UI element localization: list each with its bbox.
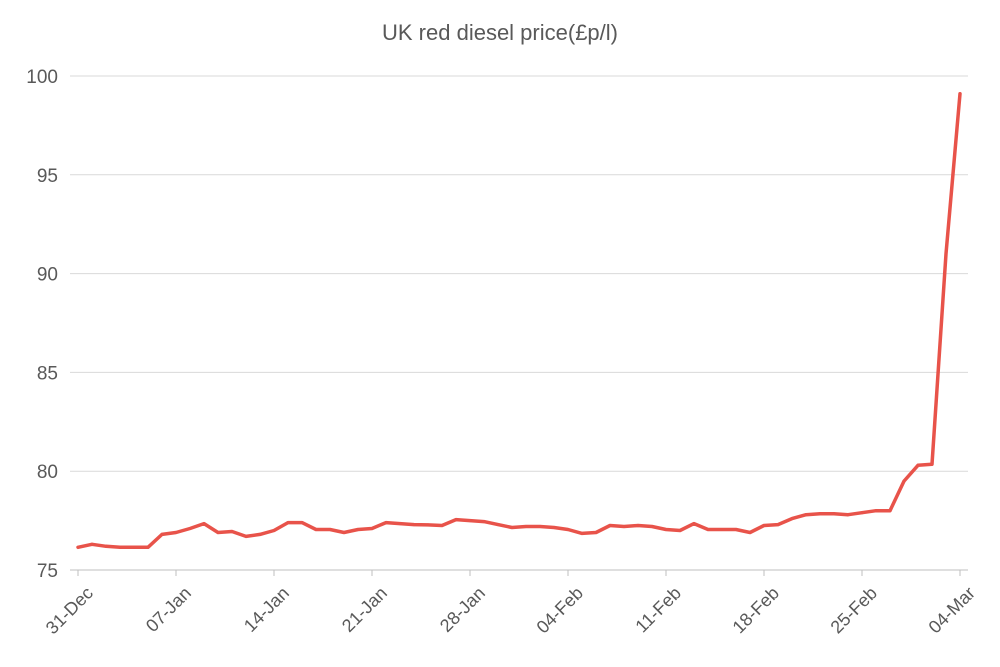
data-point <box>90 542 94 546</box>
data-point <box>216 531 220 534</box>
data-point <box>356 528 360 531</box>
data-point <box>272 529 276 532</box>
x-tick-label: 07-Jan <box>142 583 195 636</box>
data-point <box>146 545 150 549</box>
data-point <box>650 525 654 528</box>
y-tick-label: 85 <box>37 363 58 384</box>
data-point <box>790 517 794 521</box>
data-point <box>664 528 668 531</box>
x-tick-label: 04-Feb <box>533 583 587 637</box>
data-point <box>230 530 234 533</box>
x-tick-label: 18-Feb <box>729 583 783 637</box>
data-point <box>888 509 892 513</box>
x-tick-label: 25-Feb <box>827 583 881 637</box>
data-point <box>118 545 122 549</box>
chart-title: UK red diesel price(£p/l) <box>382 20 618 45</box>
data-point <box>132 545 136 549</box>
series-line <box>76 92 962 550</box>
data-point <box>174 531 178 534</box>
data-point <box>412 523 416 527</box>
data-point <box>748 531 752 534</box>
data-point <box>76 545 80 549</box>
data-point <box>468 519 472 523</box>
x-tick-label: 04-Mar <box>925 583 979 637</box>
data-point <box>440 524 444 527</box>
x-tick-label: 14-Jan <box>240 583 293 636</box>
data-point <box>496 523 500 527</box>
x-axis: 31-Dec 07-Jan 14-Jan 21-Jan 28-Jan 04-Feb 11-F… <box>42 569 979 638</box>
data-point <box>286 521 290 525</box>
data-point <box>874 509 878 513</box>
data-point <box>804 513 808 517</box>
data-point <box>314 528 318 531</box>
data-point <box>510 526 514 529</box>
data-point <box>846 513 850 517</box>
data-point <box>930 462 934 466</box>
y-tick-label: 80 <box>37 462 58 483</box>
data-point <box>818 512 822 516</box>
data-point <box>160 532 164 536</box>
data-point <box>244 534 248 538</box>
data-point <box>916 463 920 467</box>
data-point <box>398 522 402 526</box>
data-point <box>762 524 766 527</box>
data-point <box>552 526 556 529</box>
data-point <box>188 527 192 530</box>
data-point <box>720 528 724 531</box>
data-point <box>734 528 738 531</box>
x-tick-label: 11-Feb <box>631 583 685 637</box>
gridlines <box>70 75 968 472</box>
data-point <box>300 521 304 525</box>
x-tick-label: 31-Dec <box>42 583 97 638</box>
data-point <box>860 511 864 515</box>
data-point <box>384 521 388 525</box>
series-layer <box>76 92 962 550</box>
data-point <box>832 512 836 516</box>
data-point <box>426 523 430 527</box>
data-point <box>692 522 696 526</box>
data-point <box>622 525 626 528</box>
data-point <box>580 531 584 535</box>
data-point <box>944 252 948 256</box>
data-point <box>776 523 780 527</box>
x-tick-label: 21-Jan <box>338 583 391 636</box>
y-tick-label: 90 <box>37 265 58 286</box>
data-point <box>608 524 612 527</box>
data-point <box>370 527 374 530</box>
data-point <box>594 531 598 534</box>
data-point <box>902 479 906 483</box>
data-point <box>342 531 346 534</box>
data-point <box>482 520 486 524</box>
y-axis-ticks: 75 80 85 90 95 100 <box>26 67 58 582</box>
y-tick-label: 75 <box>37 561 58 582</box>
data-point <box>636 524 640 527</box>
data-point <box>566 528 570 531</box>
data-point <box>958 92 962 96</box>
x-tick-label: 28-Jan <box>436 583 489 636</box>
data-point <box>258 532 262 536</box>
y-tick-label: 95 <box>37 166 58 187</box>
data-point <box>706 528 710 531</box>
y-tick-label: 100 <box>26 67 58 88</box>
data-point <box>678 529 682 532</box>
data-point <box>454 518 458 522</box>
data-point <box>524 525 528 528</box>
data-point <box>202 522 206 526</box>
data-point <box>104 544 108 548</box>
data-point <box>538 525 542 528</box>
data-point <box>328 528 332 531</box>
